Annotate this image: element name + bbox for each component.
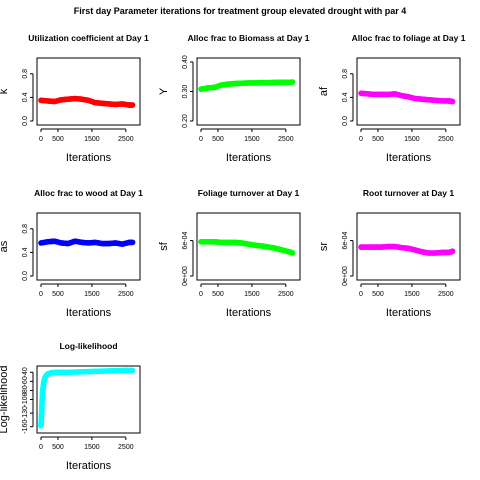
x-tick-label: 2500 — [278, 291, 294, 298]
x-tick-label: 500 — [212, 291, 224, 298]
x-tick-label: 0 — [39, 291, 43, 298]
y-tick-label: 0.30 — [182, 85, 189, 99]
panel-title: Utilization coefficient at Day 1 — [28, 33, 149, 43]
y-tick-label: -160 — [22, 420, 29, 434]
y-axis-label: af — [318, 86, 330, 96]
x-tick-label: 1500 — [84, 136, 100, 143]
panel-7: Log-likelihood 0 500 1500 2500 -160-130-100-8… — [0, 341, 140, 472]
x-axis-label: Iterations — [66, 152, 112, 164]
x-tick-label: 2500 — [438, 136, 454, 143]
data-point — [450, 248, 456, 254]
x-axis-label: Iterations — [386, 152, 432, 164]
y-tick-label: 0.0 — [342, 116, 349, 126]
x-tick-label: 500 — [372, 291, 384, 298]
panel-title: Alloc frac to Biomass at Day 1 — [188, 33, 310, 43]
x-tick-label: 1500 — [244, 291, 260, 298]
x-axis-label: Iterations — [386, 307, 432, 319]
x-axis-label: Iterations — [226, 307, 272, 319]
x-axis-label: Iterations — [226, 152, 272, 164]
panel-title: Alloc frac to foliage at Day 1 — [352, 33, 466, 43]
y-tick-label: 0.4 — [22, 92, 29, 102]
panel-5: Foliage turnover at Day 1 0 500 1500 2500 0e+… — [158, 188, 300, 319]
y-axis-label: Y — [158, 87, 170, 95]
x-tick-label: 500 — [372, 136, 384, 143]
x-tick-label: 500 — [212, 136, 224, 143]
x-tick-label: 1500 — [84, 291, 100, 298]
panel-4: Alloc frac to wood at Day 1 0 500 1500 2500 0… — [0, 188, 143, 319]
x-tick-label: 2500 — [118, 136, 134, 143]
series-points — [38, 238, 135, 247]
x-tick-label: 0 — [359, 291, 363, 298]
x-tick-label: 0 — [199, 136, 203, 143]
x-tick-label: 2500 — [438, 291, 454, 298]
panel-6: Root turnover at Day 1 0 500 1500 2500 0e+00 6… — [318, 188, 460, 319]
figure-title: First day Parameter iterations for treat… — [74, 6, 407, 16]
y-tick-label: 0.0 — [22, 271, 29, 281]
x-tick-label: 1500 — [84, 444, 100, 451]
y-axis-label: Log-likelihood — [0, 366, 10, 434]
x-tick-label: 500 — [52, 444, 64, 451]
y-tick-label: -40 — [22, 367, 29, 377]
x-tick-label: 0 — [39, 444, 43, 451]
x-tick-label: 1500 — [404, 136, 420, 143]
series-points — [198, 79, 295, 92]
y-tick-label: 6e-04 — [342, 232, 349, 250]
x-tick-label: 1500 — [404, 291, 420, 298]
panel-title: Foliage turnover at Day 1 — [198, 188, 300, 198]
y-tick-label: -130 — [22, 406, 29, 420]
y-axis-label: sf — [158, 241, 170, 251]
y-tick-label: 0.0 — [22, 116, 29, 126]
y-axis-label: as — [0, 240, 10, 252]
panels-group: Utilization coefficient at Day 1 0 500 1500… — [0, 33, 466, 472]
y-tick-label: 6e-04 — [182, 232, 189, 250]
data-point — [290, 250, 296, 256]
plot-frame — [37, 213, 140, 280]
plot-frame — [37, 58, 140, 125]
y-tick-label: 0.4 — [342, 92, 349, 102]
data-point — [290, 79, 296, 85]
x-tick-label: 2500 — [118, 444, 134, 451]
series-points — [358, 90, 455, 104]
data-point — [130, 368, 136, 374]
panel-title: Alloc frac to wood at Day 1 — [34, 188, 143, 198]
x-axis-label: Iterations — [66, 307, 112, 319]
y-tick-label: 0.4 — [22, 247, 29, 257]
x-tick-label: 2500 — [118, 291, 134, 298]
y-tick-label: 0e+00 — [182, 266, 189, 286]
panel-1: Utilization coefficient at Day 1 0 500 1500… — [0, 33, 149, 164]
x-tick-label: 1500 — [244, 136, 260, 143]
plot-frame — [197, 58, 300, 125]
x-tick-label: 0 — [359, 136, 363, 143]
x-tick-label: 0 — [199, 291, 203, 298]
y-tick-label: 0.8 — [342, 69, 349, 79]
series-points — [358, 244, 455, 256]
series-points — [198, 239, 295, 256]
y-tick-label: 0.8 — [22, 69, 29, 79]
panel-title: Log-likelihood — [59, 341, 117, 351]
y-tick-label: 0e+00 — [342, 266, 349, 286]
y-tick-label: 0.8 — [22, 224, 29, 234]
y-axis-label: k — [0, 88, 10, 94]
data-point — [130, 240, 136, 246]
data-point — [130, 102, 136, 108]
data-point — [450, 99, 456, 105]
y-tick-label: 0.40 — [182, 55, 189, 69]
x-tick-label: 0 — [39, 136, 43, 143]
x-tick-label: 500 — [52, 136, 64, 143]
y-tick-label: 0.20 — [182, 114, 189, 128]
series-points — [38, 368, 135, 429]
x-tick-label: 500 — [52, 291, 64, 298]
series-points — [38, 96, 135, 108]
x-axis-label: Iterations — [66, 460, 112, 472]
plot-frame — [37, 366, 140, 433]
panel-2: Alloc frac to Biomass at Day 1 0 500 1500 25… — [158, 33, 310, 164]
y-axis-label: sr — [318, 242, 330, 252]
x-tick-label: 2500 — [278, 136, 294, 143]
panel-3: Alloc frac to foliage at Day 1 0 500 1500 25… — [318, 33, 466, 164]
panel-title: Root turnover at Day 1 — [363, 188, 454, 198]
